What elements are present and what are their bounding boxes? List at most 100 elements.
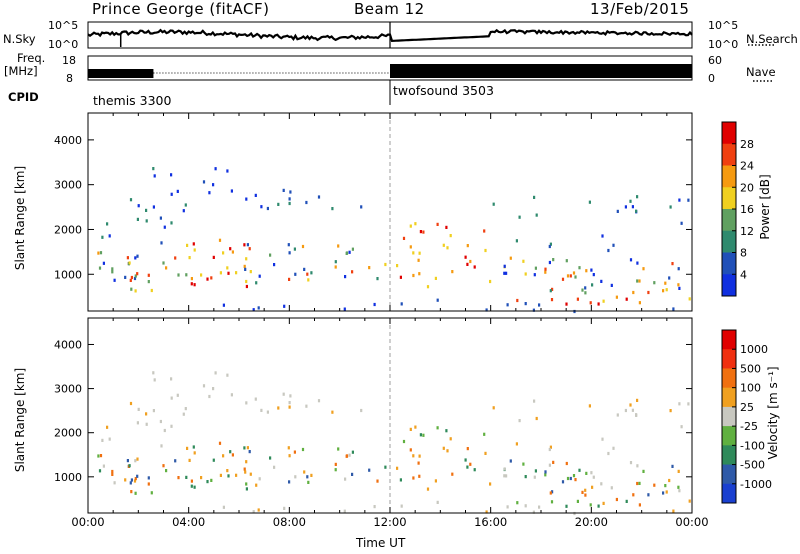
data-cell [288,251,291,255]
data-cell [636,261,639,265]
data-cell [317,399,321,403]
data-cell [235,473,238,477]
data-cell [129,198,133,202]
data-cell [287,446,290,450]
data-cell [466,447,469,451]
data-cell [466,465,469,469]
data-cell [188,256,191,260]
data-cell [165,469,168,473]
data-cell [422,230,425,234]
data-cell [678,489,681,493]
data-cell [636,195,639,199]
y-tick-label: 3000 [54,179,82,192]
data-cell [549,491,552,495]
velocity-cbar-tick-label: 500 [740,362,761,375]
data-cell [624,408,627,413]
velocity-colorbar: 1000 500 100 25 -25 -100 -500 -1000 [721,329,772,504]
data-cell [533,399,536,403]
x-tick-label: 16:00 [474,515,507,529]
data-cell [672,307,675,311]
data-cell [601,234,604,238]
data-cell [550,500,554,504]
data-cell [436,298,439,302]
data-cell [610,283,613,287]
data-cell [162,464,165,468]
data-cell [607,451,610,456]
data-cell [442,243,445,247]
data-cell [162,261,165,265]
data-cell [243,243,246,247]
data-cell [252,510,255,514]
velocity-cbar-swatch [722,483,736,504]
data-cell [229,450,232,454]
data-cell [150,288,153,293]
data-cell [177,476,180,480]
data-cell [200,476,203,480]
data-cell [373,505,376,509]
data-cell [569,476,572,481]
nave-tick-bottom: 0 [708,72,715,85]
data-cell [111,472,114,476]
data-cell [248,247,251,251]
data-cell [584,286,587,290]
nsky-tick-bottom: 10^0 [48,38,79,51]
data-cell [505,271,508,275]
data-cell [170,192,173,196]
data-cell [581,288,584,292]
data-cell [473,265,476,269]
data-cell [345,454,349,458]
data-cell [170,424,173,428]
power-cbar-swatch [722,122,736,145]
data-cell [99,454,103,458]
data-cell [632,493,635,497]
data-cell [202,384,206,388]
data-cell [638,279,641,283]
data-cell [182,412,185,416]
data-cell [418,272,421,276]
data-cell [249,472,252,476]
data-cell [436,426,439,430]
data-cell [343,509,346,513]
velocity-cbar-tick-label: 100 [740,382,761,395]
data-cell [160,444,163,448]
data-cell [552,460,555,464]
data-cell [629,258,633,262]
freq-label-top: Freq. [17,51,46,65]
data-cell [669,409,672,413]
data-cell [642,469,645,473]
data-cell [288,197,291,201]
data-cell [414,425,417,429]
data-cell [653,483,656,487]
data-cell [615,295,618,299]
data-cell [631,205,634,209]
data-cell [629,403,632,407]
data-cell [226,266,229,270]
power-cbar-tick-label: 12 [740,225,754,238]
data-cell [305,404,308,408]
data-cell [136,254,139,258]
data-cell [384,465,387,469]
data-cell [551,287,554,291]
data-cell [235,271,238,275]
data-cell [134,491,137,495]
data-cell [492,406,495,410]
y-tick-label: 2000 [54,427,82,440]
data-cell [145,412,148,416]
data-cell [653,281,656,285]
data-cell [307,480,310,484]
data-cell [409,245,412,249]
data-cell [258,274,261,278]
data-cell [632,290,635,295]
velocity-cbar-swatch [722,349,736,369]
y-tick-label: 4000 [54,134,82,147]
data-cell [574,275,577,279]
data-cell [565,302,568,306]
data-cell [136,272,139,276]
x-tick-label: 20:00 [575,515,608,529]
data-cell [170,396,173,400]
data-cell [301,447,305,452]
data-cell [548,447,551,452]
top-strips [87,21,774,105]
data-cell [134,477,137,481]
data-cell [294,475,297,479]
